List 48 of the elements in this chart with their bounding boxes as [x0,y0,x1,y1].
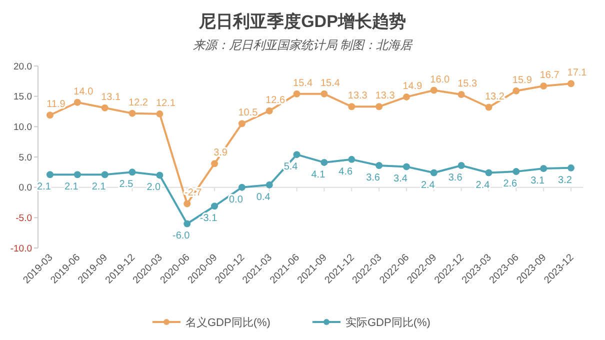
data-label: 13.1 [101,92,122,103]
data-label: 12.6 [266,94,286,106]
data-label: 3.6 [366,172,380,184]
data-label: -6.0 [172,230,190,242]
data-label: 14.9 [402,80,423,92]
data-label: 11.9 [46,99,66,110]
data-label: 2.6 [503,178,518,190]
data-label: 2.4 [476,180,490,191]
data-label: 0.4 [256,192,271,203]
data-label: 3.2 [558,174,572,186]
data-label: 13.3 [375,90,396,102]
data-label: 3.4 [394,174,408,185]
data-label: 12.1 [156,98,176,109]
data-label: 4.6 [338,166,354,178]
legend-label: 名义GDP同比(%) [186,316,270,329]
data-label: 13.2 [485,91,505,102]
data-label: 3.1 [530,176,545,187]
data-label: 15.9 [512,74,532,86]
data-label: 14.0 [74,86,94,98]
y-tick-label: 15.0 [14,92,32,103]
y-tick-label: 20.0 [14,61,32,72]
data-label: 4.1 [311,169,326,180]
data-label: -3.1 [200,213,218,224]
y-tick-label: -10.0 [10,243,32,254]
data-label: 2.4 [420,180,436,191]
data-label: 0.0 [228,194,244,206]
data-label: 3.6 [448,172,463,184]
data-label: 2.1 [92,182,106,193]
y-tick-label: -5.0 [16,212,32,224]
data-label: 15.3 [458,78,478,90]
data-label: 10.5 [238,108,258,119]
chart-title: 尼日利亚季度GDP增长趋势 [198,12,406,31]
data-label: 13.3 [348,90,368,102]
data-label: 15.4 [293,78,313,89]
data-label: 12.2 [128,97,148,108]
chart-subtitle: 来源：尼日利亚国家统计局 制图：北海居 [192,38,414,52]
y-tick-label: 5.0 [18,152,32,164]
data-label: 15.4 [320,78,340,89]
data-label: 2.0 [146,182,162,194]
data-label: 16.7 [540,70,560,82]
data-label: 17.1 [567,68,588,79]
y-tick-label: 10.0 [14,122,32,133]
legend-label: 实际GDP同比(%) [346,316,430,329]
data-label: 16.0 [430,74,450,86]
data-label: 2.1 [37,182,52,193]
data-label: 2.5 [119,179,134,190]
data-label: 2.1 [64,182,79,193]
y-tick-label: 0.0 [18,182,32,194]
